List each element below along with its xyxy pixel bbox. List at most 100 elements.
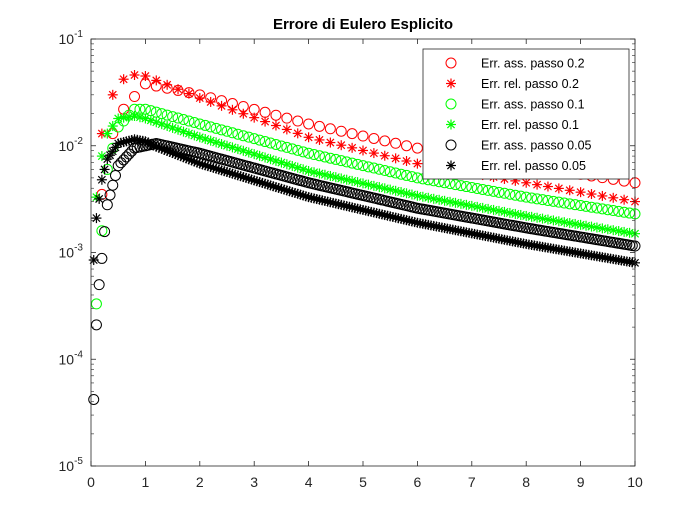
series-3-point (259, 136, 271, 148)
series-1-point (313, 120, 325, 132)
series-5-point (123, 148, 135, 160)
series-4-point-stroke-d2 (288, 161, 297, 170)
series-2-point (379, 150, 390, 161)
series-2-point (162, 79, 173, 90)
series-4-point-stroke-d2 (195, 133, 204, 142)
series-4-point-stroke-d2 (261, 153, 270, 162)
series-2-point-stroke-d2 (565, 186, 574, 195)
series-3-point (466, 182, 478, 194)
series-4-point-stroke-d2 (266, 155, 275, 164)
y-tick-exponent: -3 (74, 243, 83, 254)
series-3-point (232, 128, 244, 140)
series-3-point (542, 194, 554, 206)
series-1-point (335, 125, 347, 137)
legend-item: Err. rel. passo 0.2 (446, 77, 579, 91)
series-4-point-stroke-d2 (97, 152, 106, 161)
series-4-point (102, 128, 113, 139)
series-6-point (99, 164, 110, 175)
series-2-point-stroke-d2 (184, 89, 193, 98)
series-1-point (324, 123, 336, 135)
series-4-point-stroke-d2 (255, 151, 264, 160)
series-2-point-stroke-d2 (130, 70, 139, 80)
series-4-point (542, 214, 553, 225)
series-2-point-stroke-d2 (108, 90, 117, 99)
series-2-point (194, 93, 205, 104)
series-3-point (455, 180, 467, 192)
series-4-point (249, 149, 260, 160)
series-5-point (93, 279, 105, 291)
series-2-point-stroke-d2 (315, 135, 324, 144)
series-4-point-stroke-d2 (157, 120, 166, 129)
series-4-point-stroke-d2 (299, 165, 308, 174)
series-3-point (368, 162, 380, 174)
series-2-point (553, 183, 564, 194)
series-4-point-stroke-d2 (163, 121, 172, 131)
series-4-point-stroke-d2 (206, 136, 215, 145)
series-4-point (238, 145, 249, 156)
series-2-point-stroke-d2 (141, 71, 150, 81)
series-2-point (107, 89, 118, 100)
series-3-point (585, 201, 597, 213)
series-2-point-stroke-d2 (174, 85, 183, 94)
series-2-point-stroke-d2 (587, 190, 596, 199)
series-3-point (493, 186, 505, 198)
series-2-point-stroke-d2 (391, 154, 400, 163)
series-4-point-stroke-d2 (239, 146, 248, 155)
series-3-point (167, 111, 179, 123)
series-6-point-stroke-d2 (95, 194, 104, 203)
series-2-point (151, 75, 162, 86)
series-3-point (183, 115, 195, 127)
series-2-point (227, 104, 238, 115)
series-4-point (194, 132, 205, 143)
series-4-point (281, 159, 292, 170)
series-3-point (471, 182, 483, 194)
series-2-point-stroke-d2 (369, 149, 378, 158)
y-tick-label: 10-1 (59, 29, 84, 47)
series-3-point (194, 118, 206, 130)
series-2-point-stroke-d2 (195, 93, 204, 103)
series-2-point (564, 185, 575, 196)
series-5-point (112, 160, 124, 172)
series-3-point (319, 151, 331, 163)
series-2-point (347, 142, 358, 153)
series-6-point (88, 255, 99, 266)
series-4-point-stroke-d2 (217, 140, 226, 149)
legend-item: Err. ass. passo 0.05 (445, 139, 592, 153)
series-3-point (580, 200, 592, 212)
series-5-point (120, 151, 132, 163)
series-4-point (309, 167, 320, 178)
series-3-point (379, 165, 391, 177)
series-3-point (150, 106, 162, 118)
legend-label: Err. ass. passo 0.05 (481, 139, 592, 153)
series-3-point (515, 190, 527, 202)
series-3-point (341, 156, 353, 168)
series-2-point (238, 108, 249, 119)
series-3-point (330, 153, 342, 165)
legend-item: Err. ass. passo 0.2 (445, 57, 585, 71)
series-4-point (107, 121, 118, 132)
series-4-point-stroke-d2 (103, 129, 112, 138)
series-3-point (411, 172, 423, 184)
y-tick-base: 10 (59, 138, 75, 154)
series-4-point (227, 142, 238, 153)
series-3-point (281, 141, 293, 153)
series-4-point-stroke-d2 (108, 122, 117, 131)
y-tick-base: 10 (59, 351, 75, 367)
legend: Err. ass. passo 0.2 Err. rel. passo 0.2 Er… (422, 48, 630, 180)
series-2-point-stroke-d2 (326, 138, 335, 147)
series-2-point (325, 137, 336, 148)
series-3-point (520, 191, 532, 203)
series-3-point (395, 168, 407, 180)
series-5-point (96, 252, 108, 264)
series-3-point (188, 116, 200, 128)
y-tick-label: 10-2 (59, 136, 84, 154)
series-3-point (254, 134, 266, 146)
series-3-point (509, 189, 521, 201)
series-3-point (613, 205, 625, 217)
series-2-point-stroke-d2 (206, 97, 215, 106)
series-4-point (91, 192, 102, 203)
series-2-point (216, 100, 227, 111)
series-3-point (553, 196, 565, 208)
series-1-point (270, 109, 282, 121)
